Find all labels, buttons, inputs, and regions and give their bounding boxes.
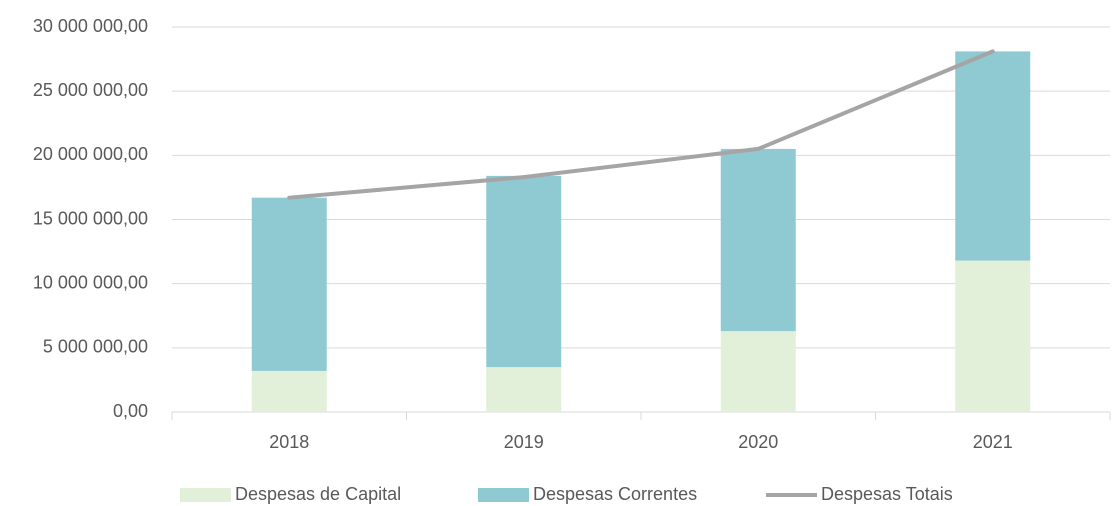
bar [486, 367, 562, 412]
bar [486, 175, 562, 368]
bar [955, 51, 1031, 261]
legend-swatch [478, 488, 529, 502]
line [287, 49, 995, 200]
x-tick-label: 2020 [738, 432, 778, 452]
y-tick-label: 0,00 [113, 401, 148, 421]
y-tick-label: 5 000 000,00 [43, 337, 148, 357]
x-tick-label: 2018 [269, 432, 309, 452]
bar [720, 331, 796, 412]
x-tick-label: 2021 [973, 432, 1013, 452]
y-tick-label: 30 000 000,00 [33, 16, 148, 36]
y-tick-label: 25 000 000,00 [33, 80, 148, 100]
legend-label: Despesas de Capital [235, 484, 401, 504]
legend-label: Despesas Correntes [533, 484, 697, 504]
bar [720, 148, 796, 332]
legend-label: Despesas Totais [821, 484, 953, 504]
legend-swatch [180, 488, 231, 502]
y-tick-label: 15 000 000,00 [33, 208, 148, 228]
x-tick-label: 2019 [504, 432, 544, 452]
bar [251, 197, 327, 371]
bar [251, 370, 327, 412]
bar [955, 260, 1031, 412]
y-tick-label: 20 000 000,00 [33, 144, 148, 164]
y-tick-label: 10 000 000,00 [33, 272, 148, 292]
